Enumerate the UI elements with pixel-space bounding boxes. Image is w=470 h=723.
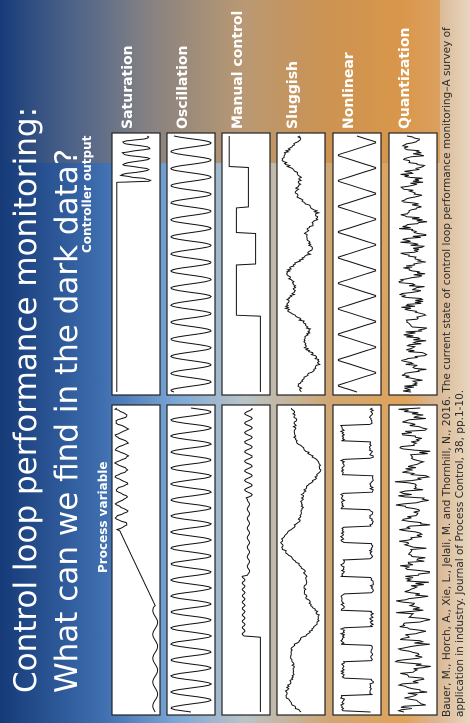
plot-box [111, 132, 161, 396]
row-label: Nonlinear [341, 52, 357, 129]
signal-trace [241, 407, 261, 712]
plot-box [166, 132, 216, 396]
signal-trace [170, 135, 212, 393]
signal-trace [113, 407, 159, 713]
plot-box [111, 404, 161, 716]
plot-box [276, 132, 326, 396]
plot-box [332, 404, 382, 716]
row-label: Oscillation [175, 46, 191, 129]
signal-trace [169, 407, 213, 713]
signal-trace [398, 135, 428, 393]
signal-trace [280, 407, 322, 713]
plot-box [221, 404, 271, 716]
signal-trace [228, 136, 261, 392]
signal-grid: Saturation Oscillation Manual control Slugg… [111, 11, 438, 716]
row-label: Quantization [397, 28, 413, 129]
plot-box [276, 404, 326, 716]
citation: Bauer, M., Horch, A., Xie, L., Jelali, M… [441, 27, 466, 717]
signal-trace [116, 135, 152, 392]
row-label: Saturation [120, 45, 136, 129]
signal-trace [394, 407, 431, 713]
signal-trace [337, 135, 377, 393]
signal-trace [281, 135, 321, 393]
row-label: Sluggish [285, 61, 301, 129]
row-label: Manual control [230, 11, 246, 129]
plot-box [388, 132, 438, 396]
signal-trace [339, 407, 375, 713]
